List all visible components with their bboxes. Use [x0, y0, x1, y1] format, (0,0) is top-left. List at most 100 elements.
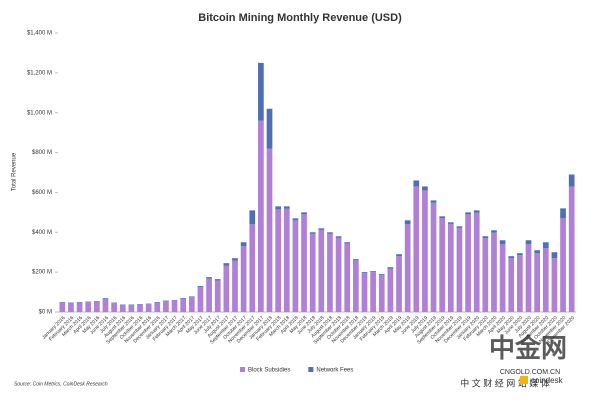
bar-segment: [517, 255, 523, 312]
bar-segment: [534, 253, 540, 312]
y-tick-label: $1,200 M: [27, 70, 52, 76]
bar-segment: [353, 259, 359, 261]
bar-segment: [422, 186, 428, 191]
bar-segment: [171, 300, 178, 312]
bar-segment: [525, 244, 532, 312]
logo-icon: [520, 376, 528, 384]
bar-segment: [327, 233, 333, 312]
bar-segment: [197, 287, 204, 312]
y-tick-label: $1,000 M: [27, 110, 52, 116]
bar-segment: [542, 248, 549, 312]
bar-segment: [119, 304, 126, 312]
bar-segment: [102, 298, 109, 312]
chart-title: Bitcoin Mining Monthly Revenue (USD): [198, 12, 402, 24]
y-tick-label: $0 M: [39, 310, 52, 316]
bar-segment: [525, 240, 532, 245]
y-axis-title: Total Revenue: [12, 152, 18, 191]
bar-segment: [447, 222, 454, 224]
bar-segment: [465, 214, 471, 312]
bar-segment: [473, 210, 480, 213]
y-tick-label: $1,400 M: [27, 31, 52, 37]
watermark-sub: 中 文 财 经 网 站 媒 体: [460, 377, 550, 388]
bar-segment: [76, 302, 83, 312]
source: Source: Coin Metrics, CoinDesk Research: [14, 381, 108, 387]
bar-segment: [456, 227, 463, 312]
bar-segment: [335, 237, 342, 312]
bar-segment: [318, 228, 325, 230]
bar-segment: [283, 208, 290, 312]
bar-segment: [370, 272, 376, 312]
bar-segment: [378, 274, 385, 276]
bar-segment: [499, 244, 506, 312]
bar-segment: [292, 220, 299, 312]
bar-segment: [214, 279, 221, 281]
bar-segment: [137, 304, 143, 312]
bar-segment: [508, 258, 515, 312]
bar-segment: [413, 186, 420, 312]
bar-segment: [568, 174, 575, 187]
bar-segment: [404, 220, 411, 225]
bar-segment: [301, 214, 307, 312]
watermark: 中金网: [489, 333, 567, 363]
bar-segment: [240, 242, 247, 247]
bar-segment: [447, 223, 454, 312]
bar-segment: [102, 298, 109, 299]
bar-segment: [396, 254, 402, 257]
bar-segment: [68, 302, 74, 312]
bar-segment: [223, 263, 230, 266]
bar-segment: [214, 280, 221, 312]
bar-segment: [309, 232, 316, 234]
bar-segment: [283, 206, 290, 209]
bar-segment: [404, 224, 411, 312]
bar-segment: [361, 272, 368, 274]
bar-segment: [292, 218, 299, 221]
bar-segment: [180, 298, 187, 299]
bar-segment: [568, 186, 575, 312]
bar-segment: [439, 218, 446, 312]
bar-segment: [327, 232, 333, 234]
bar-segment: [266, 108, 273, 149]
bar-segment: [473, 212, 480, 312]
watermark-url: CNGOLD.COM.CN: [500, 369, 560, 376]
bar-segment: [482, 238, 489, 312]
bar-segment: [344, 243, 351, 312]
bar-segment: [154, 302, 161, 312]
bar-segment: [145, 304, 152, 312]
bar-segment: [275, 209, 281, 312]
bar-segment: [378, 275, 385, 312]
bar-segment: [387, 267, 394, 269]
bar-segment: [249, 210, 256, 225]
bar-segment: [560, 208, 566, 219]
bar-segment: [111, 302, 117, 312]
bar-segment: [232, 258, 238, 261]
bar-segment: [422, 190, 428, 312]
bar-segment: [439, 216, 446, 219]
bar-segment: [542, 242, 549, 249]
logo: coindesk: [531, 376, 564, 385]
y-tick-label: $600 M: [32, 190, 52, 196]
bar-segment: [240, 246, 247, 312]
bar-segment: [59, 302, 66, 312]
bar-segment: [344, 242, 351, 244]
legend-label: Block Subsidies: [248, 368, 290, 374]
bar-segment: [430, 200, 437, 203]
bar-segment: [163, 300, 169, 312]
bar-segment: [232, 260, 238, 312]
bar-segment: [560, 218, 566, 312]
bar-segment: [128, 304, 135, 312]
legend-label: Network Fees: [316, 368, 353, 374]
bar-segment: [266, 148, 273, 312]
bar-segment: [387, 268, 394, 312]
bar-segment: [258, 62, 264, 121]
y-tick-label: $400 M: [32, 230, 52, 236]
bar-segment: [94, 301, 100, 312]
bar-segment: [517, 253, 523, 256]
y-tick-label: $800 M: [32, 150, 52, 156]
legend-swatch: [240, 367, 245, 372]
bar-segment: [499, 240, 506, 245]
bar-segment: [491, 232, 497, 312]
bar-segment: [206, 278, 212, 312]
bar-segment: [491, 230, 497, 233]
bar-segment: [249, 224, 256, 312]
bar-segment: [223, 265, 230, 312]
